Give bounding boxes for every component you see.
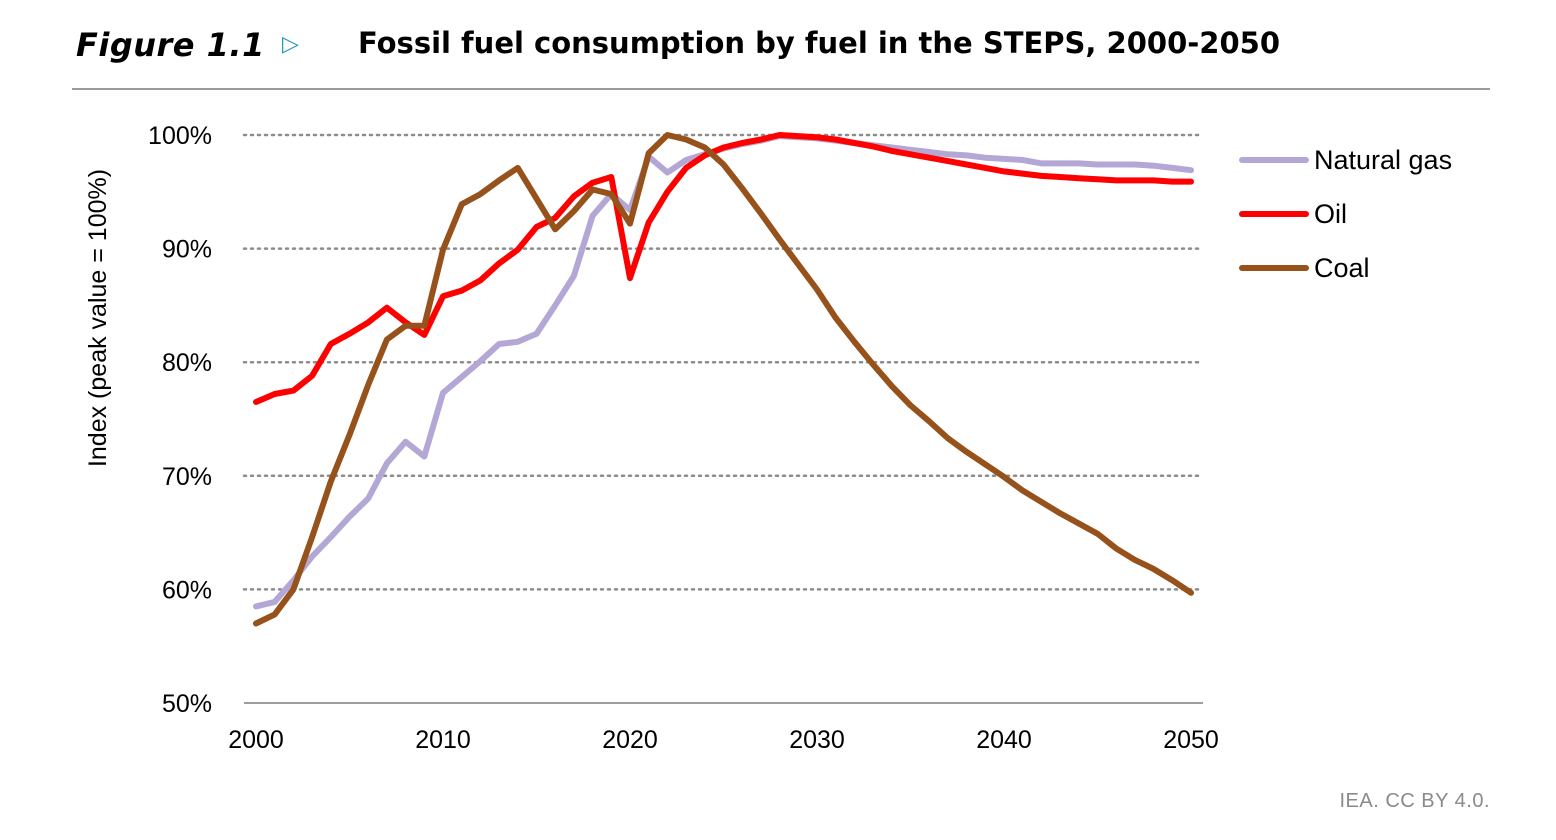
y-tick-label: 50% [162, 690, 212, 718]
y-axis-title: Index (peak value = 100%) [84, 169, 112, 467]
y-tick-label: 90% [162, 236, 212, 264]
y-tick-label: 100% [148, 122, 212, 150]
legend: Natural gas Oil Coal [1239, 145, 1452, 283]
y-tick-label: 80% [162, 349, 212, 377]
x-tick-label: 2020 [602, 726, 658, 754]
series-line-natural-gas [253, 133, 1194, 610]
legend-label: Coal [1314, 253, 1370, 283]
figure-label: Figure 1.1 [76, 26, 265, 64]
x-tick-label: 2000 [228, 726, 284, 754]
credit-text: IEA. CC BY 4.0. [1339, 790, 1490, 812]
axes: 50% 60% 70% 80% 90% 100% 2000 2010 2020 2030 2040 2… [148, 122, 1219, 754]
series-lines [253, 132, 1194, 627]
triangle-right-icon: ▷ [282, 32, 299, 57]
x-tick-label: 2050 [1163, 726, 1219, 754]
legend-label: Natural gas [1314, 145, 1452, 175]
x-tick-label: 2040 [976, 726, 1032, 754]
figure-header: Figure 1.1 ▷ Fossil fuel consumption by … [76, 18, 1490, 74]
gridlines [242, 133, 1205, 591]
y-tick-label: 70% [162, 463, 212, 491]
series-line-coal [253, 132, 1194, 627]
y-tick-label: 60% [162, 576, 212, 604]
header-divider [72, 88, 1490, 90]
x-tick-label: 2010 [415, 726, 471, 754]
legend-label: Oil [1314, 199, 1347, 229]
x-tick-label: 2030 [789, 726, 845, 754]
figure-title: Fossil fuel consumption by fuel in the S… [358, 26, 1281, 60]
